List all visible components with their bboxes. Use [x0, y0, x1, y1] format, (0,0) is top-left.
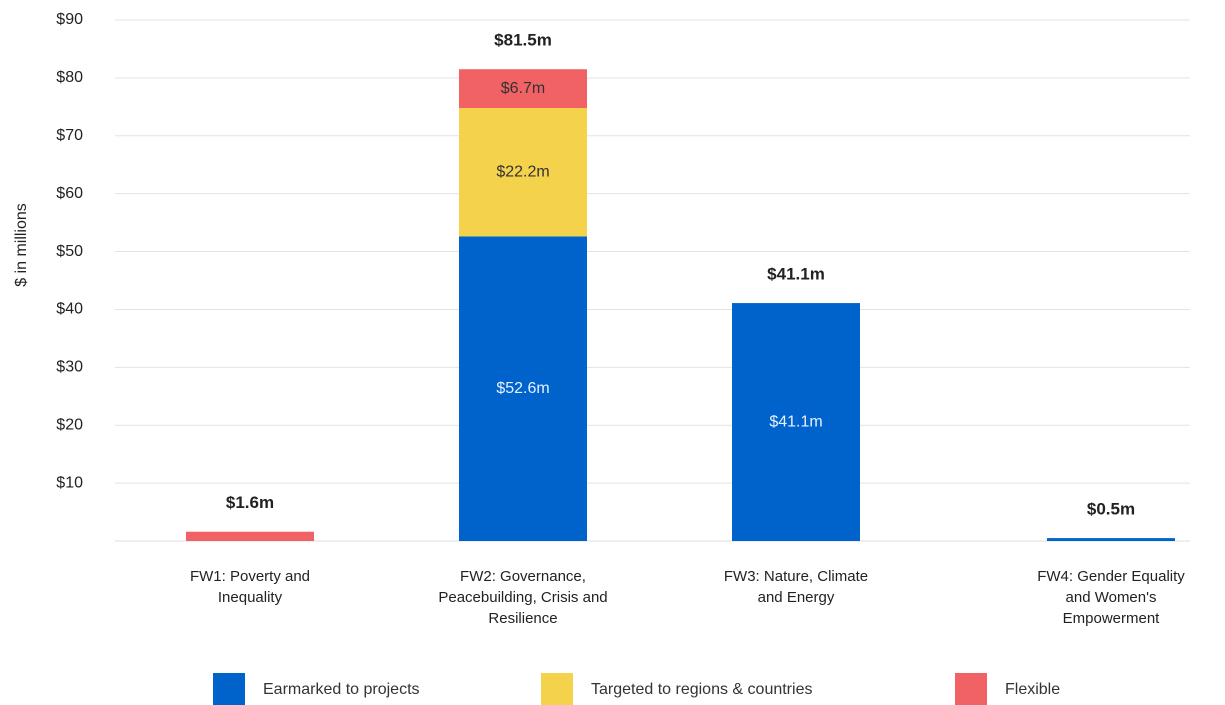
legend-label: Earmarked to projects: [263, 681, 420, 698]
x-tick-label: FW3: Nature, Climate and Energy: [723, 568, 869, 606]
y-tick-label: $20: [56, 416, 83, 433]
segment-label: $52.6m: [496, 380, 549, 397]
x-tick-label: FW4: Gender Equality and Women's Empower…: [1037, 568, 1185, 627]
y-tick-label: $90: [56, 11, 83, 28]
segment-label: $41.1m: [769, 413, 822, 430]
segment-label: $22.2m: [496, 163, 549, 180]
legend-label: Targeted to regions & countries: [591, 681, 812, 698]
y-axis-label: $ in millions: [13, 203, 30, 287]
total-label: $41.1m: [767, 265, 825, 284]
y-tick-label: $80: [56, 69, 83, 86]
x-tick-label: FW1: Poverty and Inequality: [189, 568, 311, 606]
y-tick-label: $50: [56, 243, 83, 260]
bar-segment: [732, 303, 860, 541]
bar-segment: [459, 107, 587, 237]
legend-label: Flexible: [1005, 681, 1060, 698]
total-label: $81.5m: [494, 31, 552, 50]
y-tick-label: $60: [56, 185, 83, 202]
y-tick-label: $40: [56, 301, 83, 318]
bar-segment: [1047, 538, 1175, 541]
total-label: $1.6m: [226, 493, 274, 512]
bar-segment: [459, 236, 587, 541]
y-tick-label: $10: [56, 474, 83, 491]
legend-swatch: [213, 673, 245, 705]
legend-swatch: [955, 673, 987, 705]
x-tick-label: FW2: Governance, Peacebuilding, Crisis a…: [438, 568, 608, 627]
y-tick-label: $70: [56, 127, 83, 144]
segment-label: $6.7m: [501, 80, 545, 97]
bar-segment: [459, 69, 587, 108]
legend-swatch: [541, 673, 573, 705]
y-tick-label: $30: [56, 359, 83, 376]
bar-segment: [186, 531, 314, 541]
total-label: $0.5m: [1087, 500, 1135, 519]
